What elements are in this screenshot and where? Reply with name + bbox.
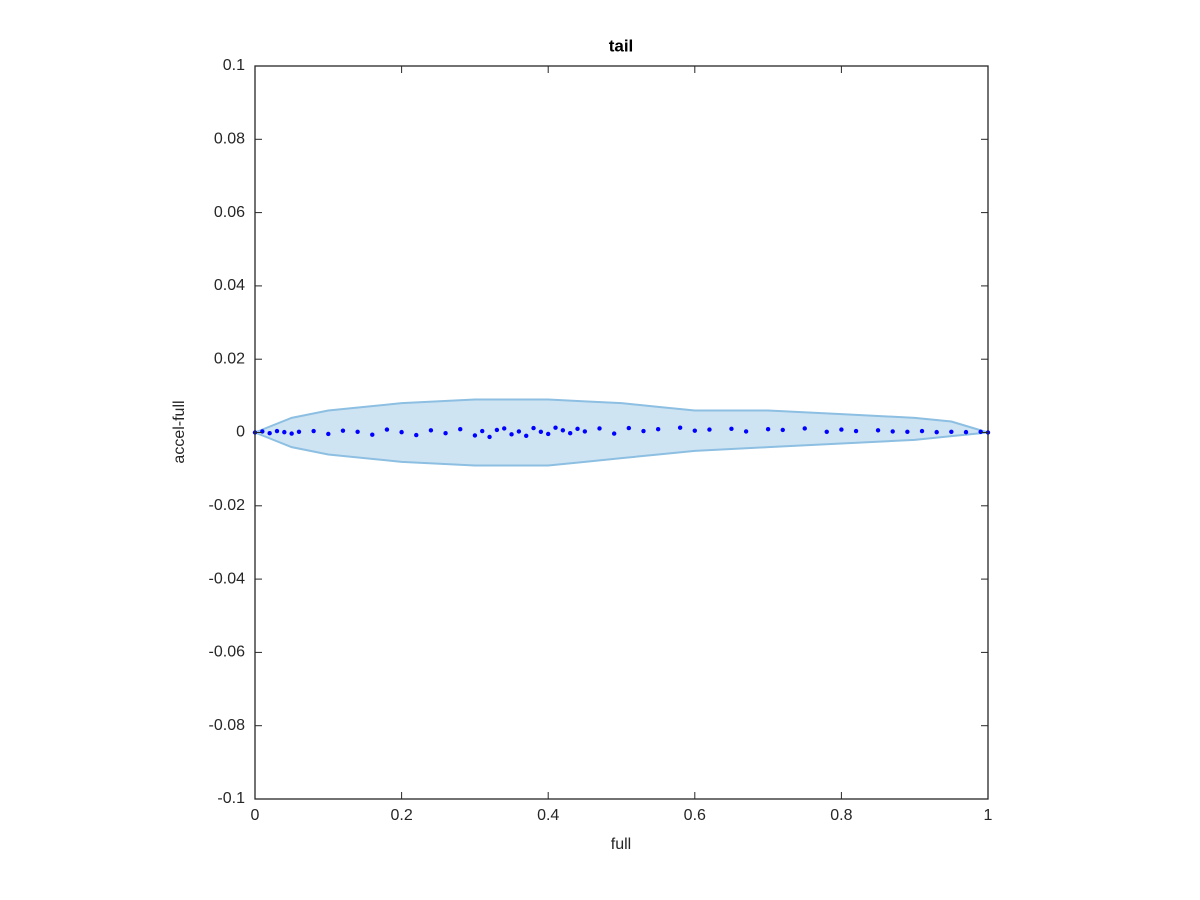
point xyxy=(890,429,895,434)
point xyxy=(963,429,969,435)
y-tick-label: 0 xyxy=(236,424,245,441)
y-tick-label: 0.06 xyxy=(214,204,245,221)
y-tick-label: -0.1 xyxy=(217,790,245,807)
x-tick-label: 0 xyxy=(251,807,260,824)
x-tick-label: 0.4 xyxy=(537,807,559,824)
point xyxy=(729,426,734,432)
point xyxy=(597,426,602,431)
point xyxy=(458,427,463,432)
point xyxy=(311,428,316,434)
y-tick-label: 0.08 xyxy=(214,131,245,148)
point xyxy=(443,431,448,436)
point xyxy=(567,431,573,436)
point xyxy=(340,428,346,433)
point xyxy=(934,429,939,435)
point xyxy=(582,429,588,434)
y-tick-label: -0.02 xyxy=(209,497,246,514)
point xyxy=(919,428,925,434)
point xyxy=(516,429,522,434)
point xyxy=(524,433,529,438)
x-tick-label: 0.6 xyxy=(684,807,706,824)
point xyxy=(575,426,580,432)
chart-title: tail xyxy=(609,36,634,55)
point xyxy=(384,427,390,432)
point xyxy=(677,425,683,430)
point xyxy=(267,431,272,436)
point xyxy=(655,427,661,432)
point xyxy=(853,428,859,434)
point xyxy=(546,431,551,437)
point xyxy=(472,433,478,438)
point xyxy=(641,428,646,434)
x-tick-label: 0.2 xyxy=(390,807,412,824)
point xyxy=(487,434,492,440)
y-tick-label: 0.04 xyxy=(214,277,245,294)
point xyxy=(611,431,617,436)
y-tick-label: -0.08 xyxy=(209,717,246,734)
point xyxy=(626,425,632,431)
y-tick-label: -0.06 xyxy=(209,644,246,661)
x-tick-label: 0.8 xyxy=(830,807,852,824)
point xyxy=(875,428,881,433)
point xyxy=(707,427,712,432)
x-axis-label: full xyxy=(611,836,631,853)
point xyxy=(326,431,331,437)
y-tick-label: 0.02 xyxy=(214,350,245,367)
point xyxy=(414,432,419,438)
point xyxy=(502,426,507,431)
point xyxy=(428,428,434,433)
point xyxy=(743,429,749,434)
point xyxy=(509,432,514,437)
point xyxy=(480,428,485,434)
point xyxy=(824,429,829,434)
y-tick-label: -0.04 xyxy=(209,570,246,587)
point xyxy=(494,427,500,433)
point xyxy=(780,427,785,433)
point xyxy=(282,429,287,435)
point xyxy=(274,428,280,434)
point xyxy=(289,431,294,436)
point xyxy=(802,426,807,431)
y-axis-label: accel-full xyxy=(171,400,188,463)
point xyxy=(692,428,697,433)
point xyxy=(553,425,558,430)
point xyxy=(355,429,360,434)
point xyxy=(765,427,771,432)
point xyxy=(531,425,536,431)
point xyxy=(839,427,844,432)
point xyxy=(370,432,375,437)
point xyxy=(538,429,544,434)
point xyxy=(296,429,302,434)
y-tick-label: 0.1 xyxy=(223,57,245,74)
point xyxy=(399,429,404,435)
x-tick-label: 1 xyxy=(984,807,993,824)
point xyxy=(905,429,910,434)
point xyxy=(560,428,566,433)
point xyxy=(978,429,983,434)
point xyxy=(949,429,954,434)
